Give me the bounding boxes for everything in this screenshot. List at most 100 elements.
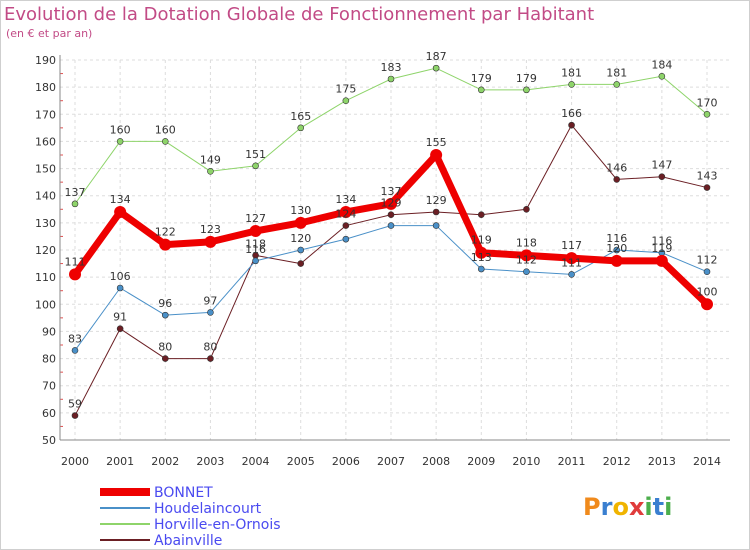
- data-label: 124: [335, 208, 356, 221]
- x-tick-label: 2005: [287, 455, 315, 468]
- data-point: [658, 173, 666, 181]
- legend-label: Houdelaincourt: [154, 501, 262, 517]
- data-label: 119: [471, 234, 492, 247]
- label-layer: 59 91 80 80 118 124 129 129 166 146 147 143 83 106 96 9…: [65, 50, 718, 410]
- data-label: 129: [381, 197, 402, 210]
- data-label: 83: [68, 332, 82, 345]
- data-label: 134: [335, 193, 356, 206]
- data-point: [568, 121, 575, 129]
- y-tick-label: 160: [35, 135, 56, 148]
- data-label: 170: [697, 96, 718, 109]
- data-point: [568, 81, 575, 88]
- data-point: [568, 271, 575, 278]
- data-label: 160: [110, 123, 131, 136]
- data-point: [610, 254, 623, 267]
- data-point: [387, 211, 395, 219]
- data-label: 111: [561, 256, 582, 269]
- data-label: 151: [245, 148, 266, 161]
- data-label: 96: [158, 297, 172, 310]
- x-tick-label: 2008: [422, 455, 450, 468]
- x-tick-label: 2010: [512, 455, 540, 468]
- data-point: [613, 81, 621, 88]
- logo-letter: t: [653, 493, 664, 521]
- data-label: 111: [65, 255, 86, 268]
- x-tick-label: 2002: [151, 455, 179, 468]
- data-point: [69, 268, 81, 281]
- data-label: 119: [651, 242, 672, 255]
- legend-label: BONNET: [154, 485, 213, 501]
- data-point: [71, 347, 79, 354]
- data-label: 59: [68, 398, 82, 411]
- data-point: [658, 72, 666, 80]
- x-tick-label: 2001: [106, 455, 134, 468]
- y-tick-label: 80: [42, 353, 56, 366]
- data-label: 122: [155, 226, 176, 239]
- logo-letter: r: [601, 493, 613, 521]
- data-point: [207, 309, 214, 316]
- data-label: 166: [561, 107, 582, 120]
- data-point: [430, 149, 443, 161]
- data-label: 117: [561, 239, 582, 252]
- data-label: 181: [606, 66, 627, 79]
- data-point: [432, 222, 440, 229]
- data-point: [204, 235, 217, 248]
- data-label: 116: [606, 232, 627, 245]
- y-tick-label: 50: [42, 434, 56, 447]
- data-point: [342, 97, 350, 105]
- data-point: [116, 284, 124, 292]
- data-point: [701, 298, 713, 311]
- data-label: 147: [651, 159, 672, 172]
- x-tick-label: 2011: [558, 455, 586, 468]
- data-point: [249, 225, 262, 237]
- data-label: 127: [245, 212, 266, 225]
- data-label: 146: [606, 161, 627, 174]
- y-tick-label: 100: [35, 298, 56, 311]
- data-label: 130: [290, 204, 311, 217]
- data-label: 165: [290, 110, 311, 123]
- x-tick-label: 2000: [61, 455, 89, 468]
- data-point: [297, 246, 305, 254]
- data-point: [252, 257, 259, 265]
- chart-subtitle: (en € et par an): [6, 27, 93, 40]
- data-point: [477, 86, 485, 94]
- data-point: [432, 64, 440, 72]
- data-label: 80: [158, 341, 172, 354]
- data-point: [297, 124, 305, 132]
- data-label: 179: [516, 72, 537, 85]
- data-label: 112: [516, 254, 537, 267]
- logo-letter: x: [629, 493, 645, 521]
- data-point: [207, 355, 214, 362]
- data-point: [387, 75, 395, 83]
- data-point: [432, 208, 440, 216]
- data-label: 129: [426, 194, 447, 207]
- data-point: [116, 138, 124, 145]
- data-point: [387, 222, 395, 229]
- x-tick-label: 2014: [693, 455, 721, 468]
- y-tick-label: 120: [35, 244, 56, 257]
- data-point: [477, 211, 485, 219]
- y-tick-label: 180: [35, 81, 56, 94]
- data-point: [342, 235, 350, 243]
- data-label: 112: [697, 254, 718, 267]
- y-tick-label: 90: [42, 325, 56, 338]
- y-tick-label: 130: [35, 217, 56, 230]
- data-point: [114, 206, 127, 218]
- data-point: [71, 200, 79, 208]
- y-tick-label: 150: [35, 163, 56, 176]
- grid-layer: [60, 59, 730, 441]
- chart-title: Evolution de la Dotation Globale de Fonc…: [4, 4, 595, 25]
- data-label: 160: [155, 123, 176, 136]
- y-tick-label: 60: [42, 407, 56, 420]
- data-label: 179: [471, 72, 492, 85]
- data-label: 183: [381, 61, 402, 74]
- data-label: 175: [335, 83, 356, 96]
- data-point: [703, 110, 711, 118]
- data-point: [159, 238, 172, 251]
- data-point: [523, 205, 530, 213]
- data-label: 113: [471, 251, 492, 264]
- data-label: 137: [381, 185, 402, 198]
- logo-letter: i: [644, 493, 652, 521]
- proxiti-logo: Proxiti: [583, 493, 672, 521]
- x-tick-label: 2012: [603, 455, 631, 468]
- data-label: 100: [697, 285, 718, 298]
